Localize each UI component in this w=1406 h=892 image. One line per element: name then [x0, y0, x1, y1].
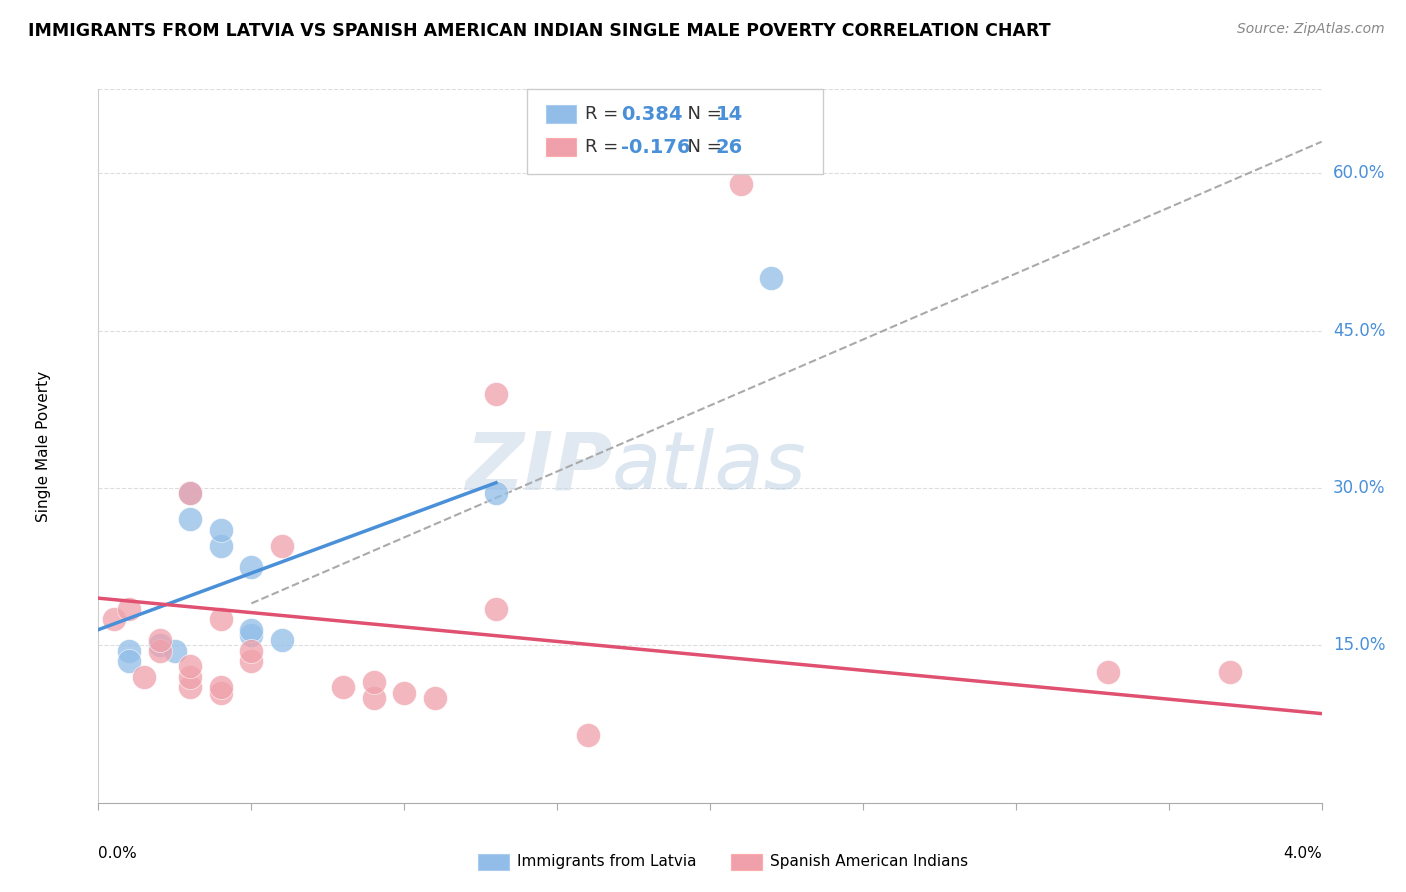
Text: Single Male Poverty: Single Male Poverty: [37, 370, 51, 522]
Point: [576, 728, 599, 742]
Point: [118, 654, 141, 668]
Point: [270, 539, 294, 553]
Text: -0.176: -0.176: [621, 137, 690, 157]
Point: [103, 612, 125, 626]
Point: [179, 486, 201, 500]
Point: [134, 670, 156, 684]
Point: [240, 623, 263, 637]
Point: [363, 675, 385, 690]
Point: [149, 633, 172, 648]
Text: Source: ZipAtlas.com: Source: ZipAtlas.com: [1237, 22, 1385, 37]
Text: 0.384: 0.384: [621, 104, 683, 124]
Text: N =: N =: [676, 138, 728, 156]
Point: [209, 681, 232, 695]
Text: atlas: atlas: [612, 428, 807, 507]
Text: 4.0%: 4.0%: [1282, 846, 1322, 861]
Point: [209, 612, 232, 626]
Text: N =: N =: [676, 105, 728, 123]
Point: [209, 539, 232, 553]
Point: [1219, 665, 1241, 679]
Point: [240, 559, 263, 574]
Point: [179, 512, 201, 526]
Text: 60.0%: 60.0%: [1333, 164, 1385, 182]
Text: 14: 14: [716, 104, 742, 124]
Point: [179, 670, 201, 684]
Text: R =: R =: [585, 138, 624, 156]
Text: 30.0%: 30.0%: [1333, 479, 1385, 497]
Point: [240, 643, 263, 657]
Point: [485, 386, 508, 401]
Text: IMMIGRANTS FROM LATVIA VS SPANISH AMERICAN INDIAN SINGLE MALE POVERTY CORRELATIO: IMMIGRANTS FROM LATVIA VS SPANISH AMERIC…: [28, 22, 1050, 40]
Point: [485, 601, 508, 615]
Point: [332, 681, 354, 695]
Point: [485, 486, 508, 500]
Text: 15.0%: 15.0%: [1333, 636, 1385, 655]
Point: [240, 628, 263, 642]
Point: [270, 633, 294, 648]
Point: [163, 643, 186, 657]
Point: [209, 685, 232, 699]
Point: [363, 690, 385, 705]
Point: [149, 643, 172, 657]
Point: [179, 486, 201, 500]
Text: Spanish American Indians: Spanish American Indians: [770, 855, 969, 869]
Point: [759, 271, 782, 285]
Point: [118, 643, 141, 657]
Text: 0.0%: 0.0%: [98, 846, 138, 861]
Point: [730, 177, 752, 191]
Text: Immigrants from Latvia: Immigrants from Latvia: [517, 855, 697, 869]
Text: 26: 26: [716, 137, 742, 157]
Point: [118, 601, 141, 615]
Point: [1097, 665, 1119, 679]
Point: [149, 639, 172, 653]
Point: [179, 659, 201, 673]
Text: ZIP: ZIP: [465, 428, 612, 507]
Text: 45.0%: 45.0%: [1333, 321, 1385, 340]
Point: [209, 523, 232, 537]
Point: [392, 685, 416, 699]
Point: [179, 681, 201, 695]
Point: [240, 654, 263, 668]
Point: [423, 690, 446, 705]
Text: R =: R =: [585, 105, 624, 123]
